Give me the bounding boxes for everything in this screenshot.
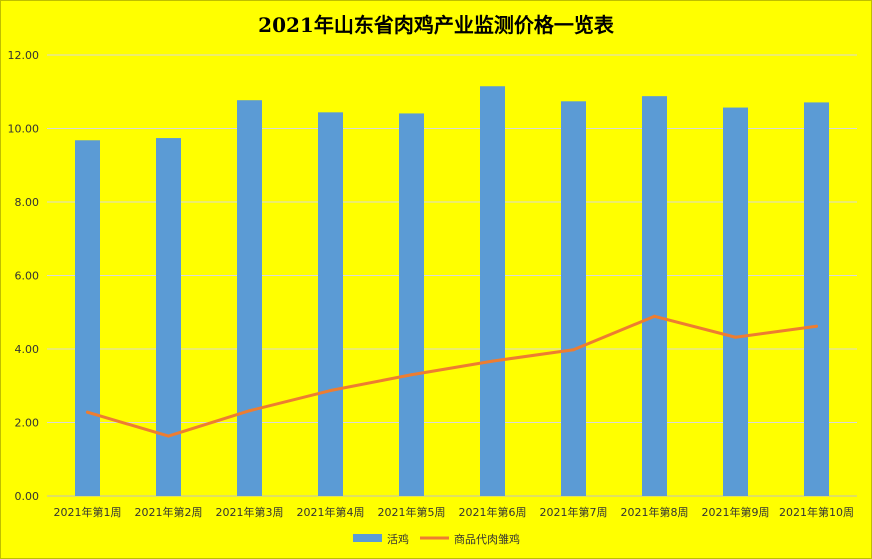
- x-tick-label: 2021年第3周: [216, 505, 284, 519]
- line-point: [248, 409, 251, 413]
- y-tick-label: 6.00: [15, 270, 40, 283]
- x-tick-label: 2021年第9周: [702, 505, 770, 519]
- line-point: [410, 373, 413, 377]
- line-point: [491, 359, 494, 363]
- bar: [804, 102, 829, 496]
- x-tick-label: 2021年第2周: [135, 505, 203, 519]
- line-point: [86, 410, 89, 414]
- y-tick-label: 10.00: [8, 123, 40, 136]
- y-tick-label: 8.00: [15, 196, 40, 209]
- legend-label: 商品代肉雏鸡: [454, 532, 520, 546]
- x-tick-label: 2021年第4周: [297, 505, 365, 519]
- chart-title: 2021年山东省肉鸡产业监测价格一览表: [258, 13, 614, 37]
- bar: [561, 101, 586, 497]
- line-point: [653, 314, 656, 318]
- bar: [318, 112, 343, 496]
- x-tick-label: 2021年第5周: [378, 505, 446, 519]
- bar: [156, 138, 181, 496]
- line-point: [734, 335, 737, 339]
- y-tick-label: 4.00: [15, 343, 40, 356]
- legend-label: 活鸡: [387, 532, 409, 546]
- line-point: [572, 348, 575, 352]
- x-tick-label: 2021年第10周: [779, 505, 854, 519]
- x-tick-label: 2021年第7周: [540, 505, 608, 519]
- y-tick-label: 12.00: [8, 49, 40, 62]
- x-tick-label: 2021年第1周: [54, 505, 122, 519]
- bar: [237, 100, 262, 496]
- line-point: [167, 434, 170, 438]
- legend-swatch-bar: [353, 534, 382, 542]
- bar: [480, 86, 505, 497]
- y-tick-label: 0.00: [15, 490, 40, 503]
- bar: [723, 107, 748, 497]
- line-point: [815, 324, 818, 328]
- bar: [399, 113, 424, 497]
- x-tick-label: 2021年第8周: [621, 505, 689, 519]
- line-point: [329, 389, 332, 393]
- bar: [75, 140, 100, 496]
- bar: [642, 96, 667, 496]
- x-tick-label: 2021年第6周: [459, 505, 527, 519]
- y-tick-label: 2.00: [15, 417, 40, 430]
- series-line: [86, 314, 818, 438]
